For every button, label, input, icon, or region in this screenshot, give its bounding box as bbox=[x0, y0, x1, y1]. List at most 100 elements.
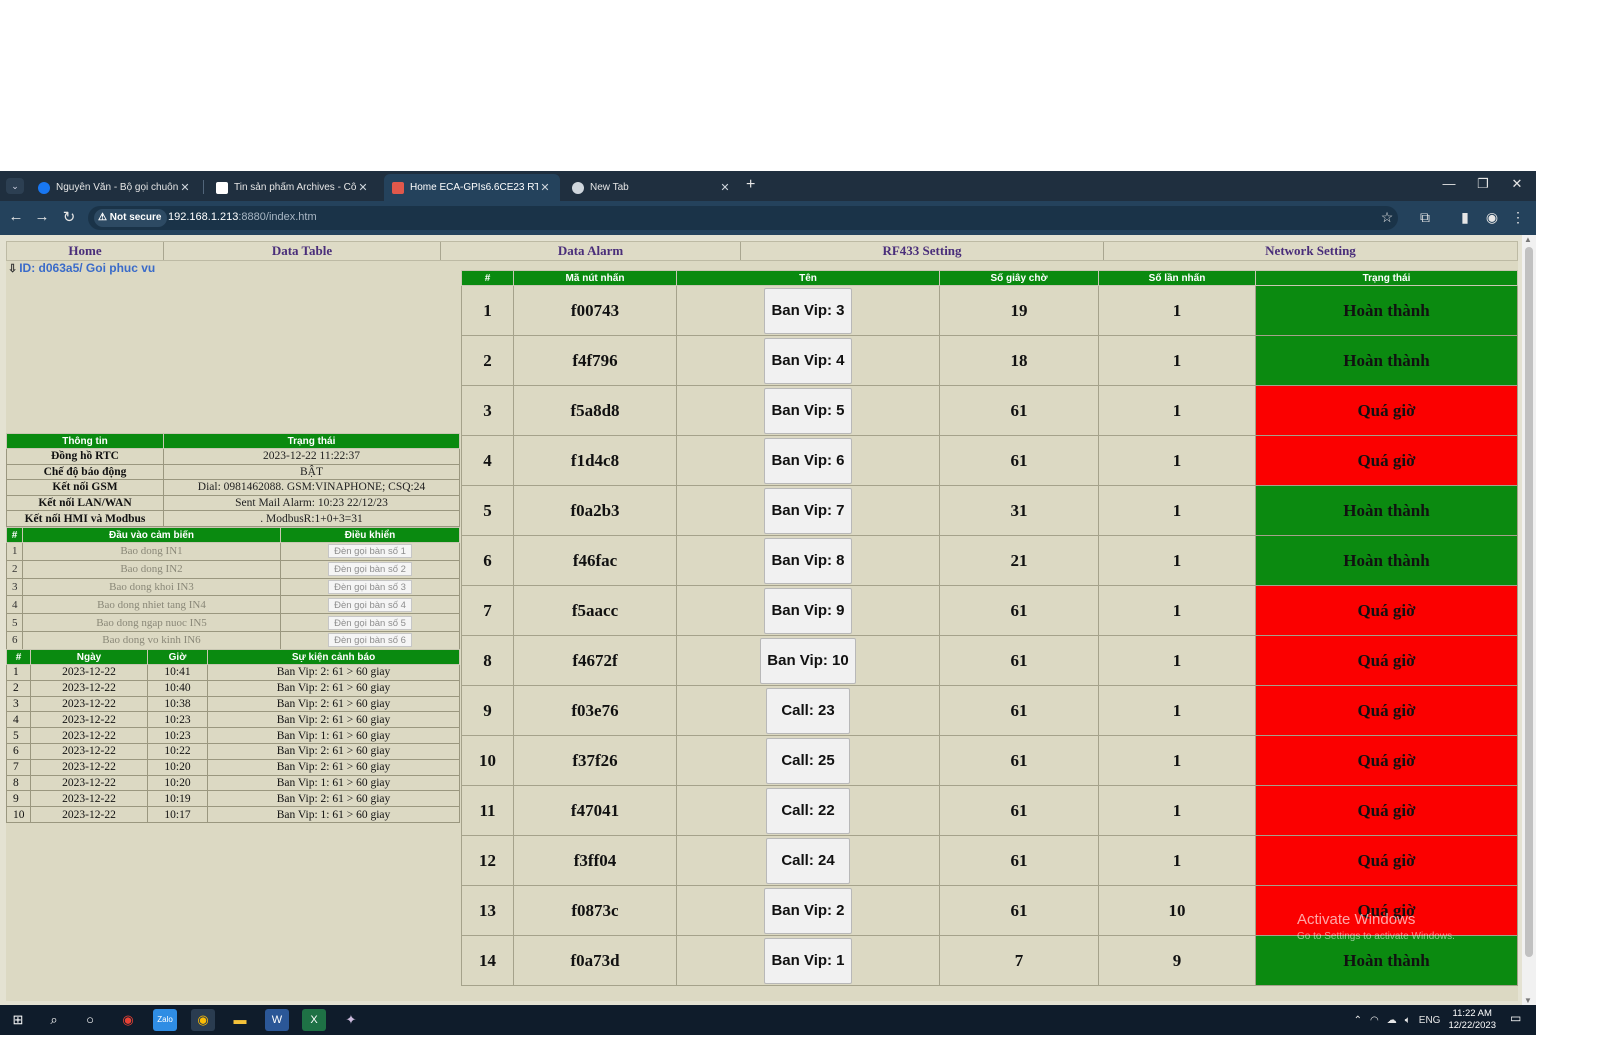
alarm-date: 2023-12-22 bbox=[30, 742, 148, 760]
start-icon[interactable]: ⊞ bbox=[12, 1012, 24, 1027]
table-header-row: Thông tin Trạng thái bbox=[6, 433, 460, 449]
scroll-up-icon[interactable]: ▲ bbox=[1524, 235, 1532, 244]
table-name-button[interactable]: Ban Vip: 9 bbox=[764, 587, 852, 634]
nav-data-table[interactable]: Data Table bbox=[164, 242, 441, 260]
close-icon[interactable]: ✕ bbox=[720, 182, 730, 194]
alarm-time: 10:20 bbox=[147, 774, 208, 792]
address-bar[interactable]: ⚠ Not secure 192.168.1.213:8880/index.ht… bbox=[88, 206, 1398, 230]
scroll-down-icon[interactable]: ▼ bbox=[1524, 996, 1532, 1005]
close-icon[interactable]: ✕ bbox=[540, 182, 550, 194]
network-icon[interactable]: ◠ bbox=[1370, 1014, 1379, 1026]
status-cell: Quá giờ bbox=[1255, 885, 1518, 936]
table-header-row: # Ngày Giờ Sự kiện cảnh báo bbox=[6, 649, 460, 665]
table-header-row: # Mã nút nhấn Tên Số giây chờ Số lần nhấ… bbox=[461, 270, 1518, 286]
wait-seconds: 61 bbox=[939, 635, 1099, 686]
scroll-thumb[interactable] bbox=[1525, 247, 1533, 957]
table-name-button[interactable]: Call: 25 bbox=[766, 737, 850, 784]
notification-icon[interactable]: ▭ bbox=[1510, 1011, 1522, 1025]
table-name-button[interactable]: Ban Vip: 8 bbox=[764, 537, 852, 584]
status-cell: Hoàn thành bbox=[1255, 485, 1518, 536]
side-panel-icon[interactable]: ▮ bbox=[1461, 209, 1469, 225]
security-chip[interactable]: ⚠ Not secure bbox=[94, 209, 168, 227]
table-name-button[interactable]: Ban Vip: 7 bbox=[764, 487, 852, 534]
volume-icon[interactable]: 🔈︎ bbox=[1404, 1014, 1411, 1026]
row-number: 4 bbox=[461, 435, 514, 486]
reload-icon[interactable]: ↻ bbox=[62, 209, 76, 226]
device-id[interactable]: ⇩ ID: d063a5/ Goi phuc vu bbox=[8, 261, 155, 275]
nav-rf433-setting[interactable]: RF433 Setting bbox=[741, 242, 1104, 260]
call-light-button[interactable]: Đèn gọi bàn số 6 bbox=[328, 633, 412, 648]
close-icon[interactable]: ✕ bbox=[358, 182, 368, 194]
nav-home[interactable]: Home bbox=[7, 242, 164, 260]
chrome-icon[interactable]: ◉ bbox=[122, 1012, 134, 1027]
table-name-button[interactable]: Call: 23 bbox=[766, 687, 850, 734]
close-icon[interactable]: ✕ bbox=[180, 182, 190, 194]
info-label: Kết nối HMI và Modbus bbox=[6, 510, 164, 527]
button-code: f37f26 bbox=[513, 735, 677, 786]
excel-icon[interactable]: X bbox=[302, 1009, 326, 1031]
table-name-button[interactable]: Ban Vip: 6 bbox=[764, 437, 852, 484]
table-row: 12 f3ff04 Call: 24 61 1 Quá giờ bbox=[461, 835, 1518, 886]
press-count: 1 bbox=[1098, 435, 1256, 486]
table-name-button[interactable]: Call: 24 bbox=[766, 837, 850, 884]
device-id-text: ID: d063a5/ Goi phuc vu bbox=[19, 261, 156, 275]
table-row: 3 Bao dong khoi IN3 Đèn gọi bàn số 3 bbox=[6, 577, 460, 597]
table-name-button[interactable]: Ban Vip: 1 bbox=[764, 937, 852, 984]
browser-toolbar: ← → ↻ ⚠ Not secure 192.168.1.213:8880/in… bbox=[0, 201, 1536, 235]
tab-search-icon[interactable]: ⌄ bbox=[6, 178, 24, 194]
language-indicator[interactable]: ENG bbox=[1418, 1014, 1441, 1026]
table-name-button[interactable]: Ban Vip: 2 bbox=[764, 887, 852, 934]
url-host: 192.168.1.213 bbox=[168, 211, 239, 223]
row-number: 8 bbox=[461, 635, 514, 686]
call-light-button[interactable]: Đèn gọi bàn số 1 bbox=[328, 544, 412, 559]
tab-title: Tin sản phẩm Archives - Công bbox=[234, 182, 356, 193]
table-name-button[interactable]: Ban Vip: 5 bbox=[764, 387, 852, 434]
nav-data-alarm[interactable]: Data Alarm bbox=[441, 242, 741, 260]
status-cell: Quá giờ bbox=[1255, 785, 1518, 836]
back-icon[interactable]: ← bbox=[8, 208, 24, 225]
row-number: 3 bbox=[461, 385, 514, 436]
table-name-button[interactable]: Ban Vip: 10 bbox=[760, 637, 856, 684]
extensions-icon[interactable]: ⧉ bbox=[1420, 209, 1430, 225]
tab-tin-san-pham[interactable]: Tin sản phẩm Archives - Công ✕ bbox=[208, 174, 378, 201]
chevron-up-icon[interactable]: ⌃ bbox=[1353, 1014, 1363, 1026]
folder-icon[interactable]: ▬ bbox=[233, 1012, 247, 1027]
tab-home-eca[interactable]: Home ECA-GPIs6.6CE23 RTL433 ✕ bbox=[384, 174, 560, 201]
call-light-button[interactable]: Đèn gọi bàn số 3 bbox=[328, 579, 412, 594]
new-tab-button[interactable]: + bbox=[746, 176, 756, 193]
vertical-scrollbar[interactable]: ▲ ▼ bbox=[1522, 235, 1536, 1005]
table-name-button[interactable]: Ban Vip: 3 bbox=[764, 287, 852, 334]
chrome-active-icon[interactable]: ◉ bbox=[191, 1009, 215, 1031]
info-value: . ModbusR:1+0+3=31 bbox=[163, 510, 460, 527]
clock[interactable]: 11:22 AM 12/22/2023 bbox=[1448, 1008, 1496, 1032]
wifi-icon[interactable]: ☁ bbox=[1386, 1014, 1397, 1026]
minimize-icon[interactable]: — bbox=[1442, 176, 1456, 191]
alarm-time: 10:17 bbox=[147, 806, 208, 823]
button-code: f3ff04 bbox=[513, 835, 677, 886]
call-light-button[interactable]: Đèn gọi bàn số 4 bbox=[328, 597, 412, 612]
button-code: f0a2b3 bbox=[513, 485, 677, 536]
alarm-time: 10:40 bbox=[147, 679, 208, 697]
tab-facebook[interactable]: Nguyễn Văn - Bộ gọi chuông R ✕ bbox=[30, 174, 200, 201]
window-close-icon[interactable]: ✕ bbox=[1511, 176, 1523, 191]
buttons-table: # Mã nút nhấn Tên Số giây chờ Số lần nhấ… bbox=[461, 270, 1518, 986]
star-icon[interactable]: ☆ bbox=[1380, 209, 1394, 225]
call-light-button[interactable]: Đèn gọi bàn số 2 bbox=[328, 562, 412, 577]
button-code: f47041 bbox=[513, 785, 677, 836]
table-name-button[interactable]: Ban Vip: 4 bbox=[764, 337, 852, 384]
url-text[interactable]: 192.168.1.213:8880/index.htm bbox=[168, 211, 317, 223]
table-name-button[interactable]: Call: 22 bbox=[766, 787, 850, 834]
tab-new-tab[interactable]: New Tab ✕ bbox=[564, 174, 740, 201]
word-icon[interactable]: W bbox=[265, 1009, 289, 1031]
app-icon[interactable]: ✦ bbox=[345, 1012, 357, 1027]
profile-icon[interactable]: ◉ bbox=[1485, 209, 1499, 225]
nav-network-setting[interactable]: Network Setting bbox=[1265, 243, 1356, 258]
restore-icon[interactable]: ❐ bbox=[1477, 176, 1489, 191]
zalo-icon[interactable]: Zalo bbox=[153, 1009, 177, 1031]
search-icon[interactable]: ⌕ bbox=[50, 1012, 58, 1027]
menu-icon[interactable]: ⋮ bbox=[1511, 209, 1525, 225]
cortana-icon[interactable]: ○ bbox=[86, 1012, 94, 1027]
call-light-button[interactable]: Đèn gọi bàn số 5 bbox=[328, 615, 412, 630]
forward-icon[interactable]: → bbox=[34, 208, 50, 225]
table-row: 10 2023-12-22 10:17 Ban Vip: 1: 61 > 60 gia… bbox=[6, 806, 460, 823]
